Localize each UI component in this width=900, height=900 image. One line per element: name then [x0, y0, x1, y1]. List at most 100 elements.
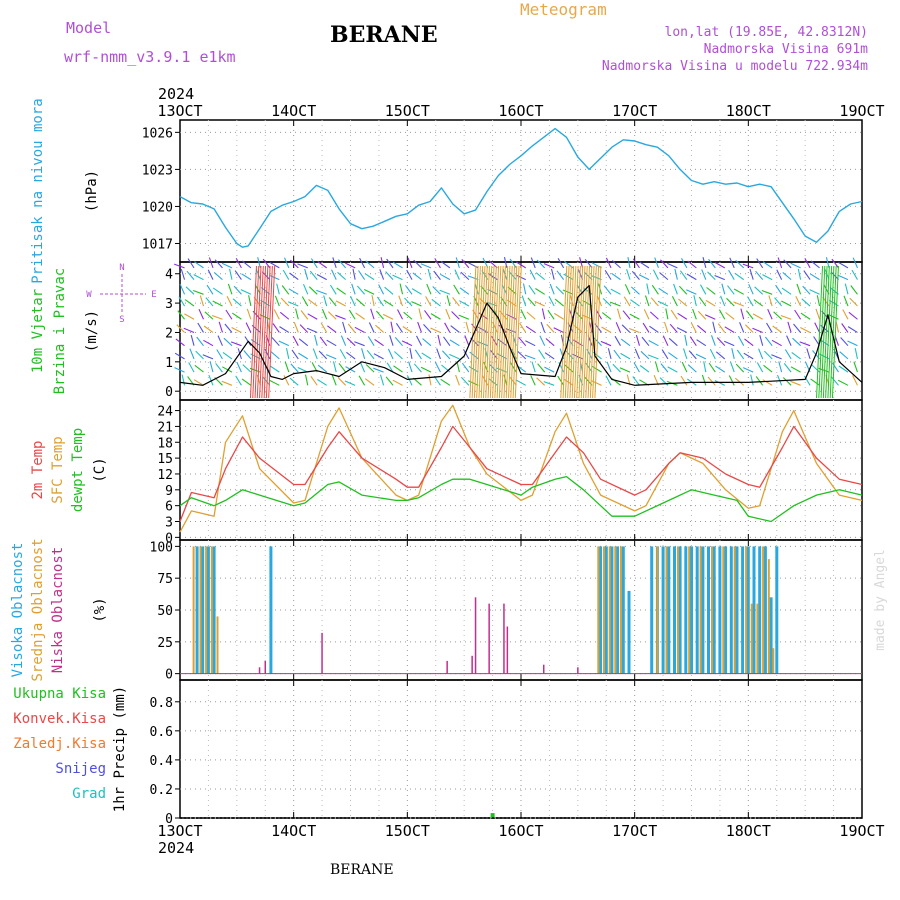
ytick-label: 0: [165, 668, 173, 683]
wind-barb: [370, 308, 375, 320]
wind-barb: [234, 270, 242, 280]
wind-barb: [842, 309, 849, 320]
wind-barb: [786, 335, 792, 346]
wind-barb: [274, 295, 280, 307]
wind-barb: [727, 285, 735, 295]
wind-barb: [184, 299, 195, 307]
wind-barb: [540, 321, 546, 333]
wind-barb: [452, 297, 460, 307]
cloud-bar: [756, 603, 759, 674]
wind-barb: [304, 268, 309, 280]
cloud-bar: [701, 546, 705, 674]
wind-barb: [605, 257, 612, 269]
wind-barb: [611, 272, 621, 281]
wind-barb: [299, 324, 309, 333]
wind-barb: [289, 377, 299, 386]
wind-barb-cluster: [259, 265, 267, 399]
temp-unit: (C): [92, 457, 108, 482]
ytick-label: 0.6: [150, 725, 173, 740]
wind-barb: [196, 336, 204, 347]
wind-barb: [680, 375, 688, 386]
wind-barb: [298, 338, 309, 347]
wind-barb: [646, 283, 650, 295]
footer-station: BERANE: [330, 862, 394, 878]
wind-barb: [328, 297, 337, 307]
wind-barb: [841, 323, 849, 333]
wind-barb: [740, 308, 745, 320]
wind-barb: [544, 352, 555, 360]
wind-barb: [749, 268, 754, 280]
wind-barb: [365, 260, 375, 269]
wind-barb: [775, 284, 783, 295]
cloud-bar: [690, 546, 693, 674]
wind-barb: [443, 336, 451, 347]
wind-barb: [783, 363, 792, 373]
wind-barb: [399, 283, 404, 295]
wind-barb: [549, 283, 555, 295]
cloud-bar: [673, 546, 676, 674]
wind-barb: [406, 375, 413, 386]
wind-barb-cluster: [512, 265, 520, 399]
wind-barb: [616, 308, 622, 320]
wind-barb: [825, 257, 830, 269]
wind-barb: [543, 263, 555, 269]
wind-barb-cluster: [827, 265, 835, 399]
wind-barb: [761, 289, 773, 295]
precip-legend-item: Ukupna Kisa: [13, 686, 106, 702]
wind-barb: [283, 257, 290, 269]
cloud-bar: [724, 546, 728, 674]
wind-barb: [423, 324, 432, 333]
wind-barb: [709, 348, 716, 360]
wind-barb: [721, 283, 726, 295]
wind-barb: [693, 295, 697, 307]
wind-barb: [271, 337, 280, 347]
wind-barb: [723, 340, 735, 347]
wind-barb-cluster: [496, 265, 504, 399]
ytick-label: 75: [157, 572, 173, 587]
wind-barb: [733, 288, 744, 295]
wind-barb: [380, 257, 385, 268]
cloud-bar: [321, 632, 323, 674]
wind-barb: [383, 299, 394, 307]
wind-barb: [373, 353, 384, 360]
cloud-bar: [758, 546, 762, 674]
wind-barb: [179, 283, 186, 295]
wind-barb: [352, 268, 356, 280]
wind-barb: [323, 295, 328, 307]
wind-barb: [766, 322, 773, 333]
wind-barb: [851, 269, 858, 280]
wind-barb: [342, 321, 347, 333]
station-title: BERANE: [330, 22, 438, 48]
wind-barb: [639, 261, 650, 269]
wind-barb: [535, 272, 546, 281]
wind-barb: [378, 284, 385, 295]
wind-barb: [610, 288, 621, 295]
ytick-label: 3: [165, 297, 173, 312]
wind-barb: [728, 375, 735, 386]
wind-barb: [686, 273, 697, 281]
wind-barb-cluster: [585, 265, 593, 399]
wind-barb: [629, 327, 640, 333]
wind-barb: [717, 323, 726, 333]
wind-barb: [459, 287, 470, 295]
wind-barb: [677, 312, 688, 320]
compass-n: N: [119, 263, 124, 273]
wind-barb: [638, 274, 650, 281]
xtick-label-bottom: 16OCT: [498, 822, 543, 840]
wind-barb-cluster: [564, 265, 572, 399]
cloud-bar: [608, 546, 611, 674]
wind-barb: [346, 351, 356, 360]
wind-barb: [433, 270, 441, 280]
wind-barb: [588, 321, 593, 333]
wind-barb: [397, 309, 404, 320]
wind-barb: [178, 296, 186, 307]
wind-barb: [700, 284, 707, 295]
ytick-label: 0: [165, 531, 173, 546]
wind-barb: [745, 310, 754, 320]
wind-barb: [393, 365, 403, 373]
wind-barb: [639, 365, 650, 373]
wind-barb: [534, 300, 545, 307]
xtick-label-top: 19OCT: [839, 102, 884, 120]
wind-barb: [417, 321, 423, 333]
cloud-bar: [678, 546, 682, 674]
